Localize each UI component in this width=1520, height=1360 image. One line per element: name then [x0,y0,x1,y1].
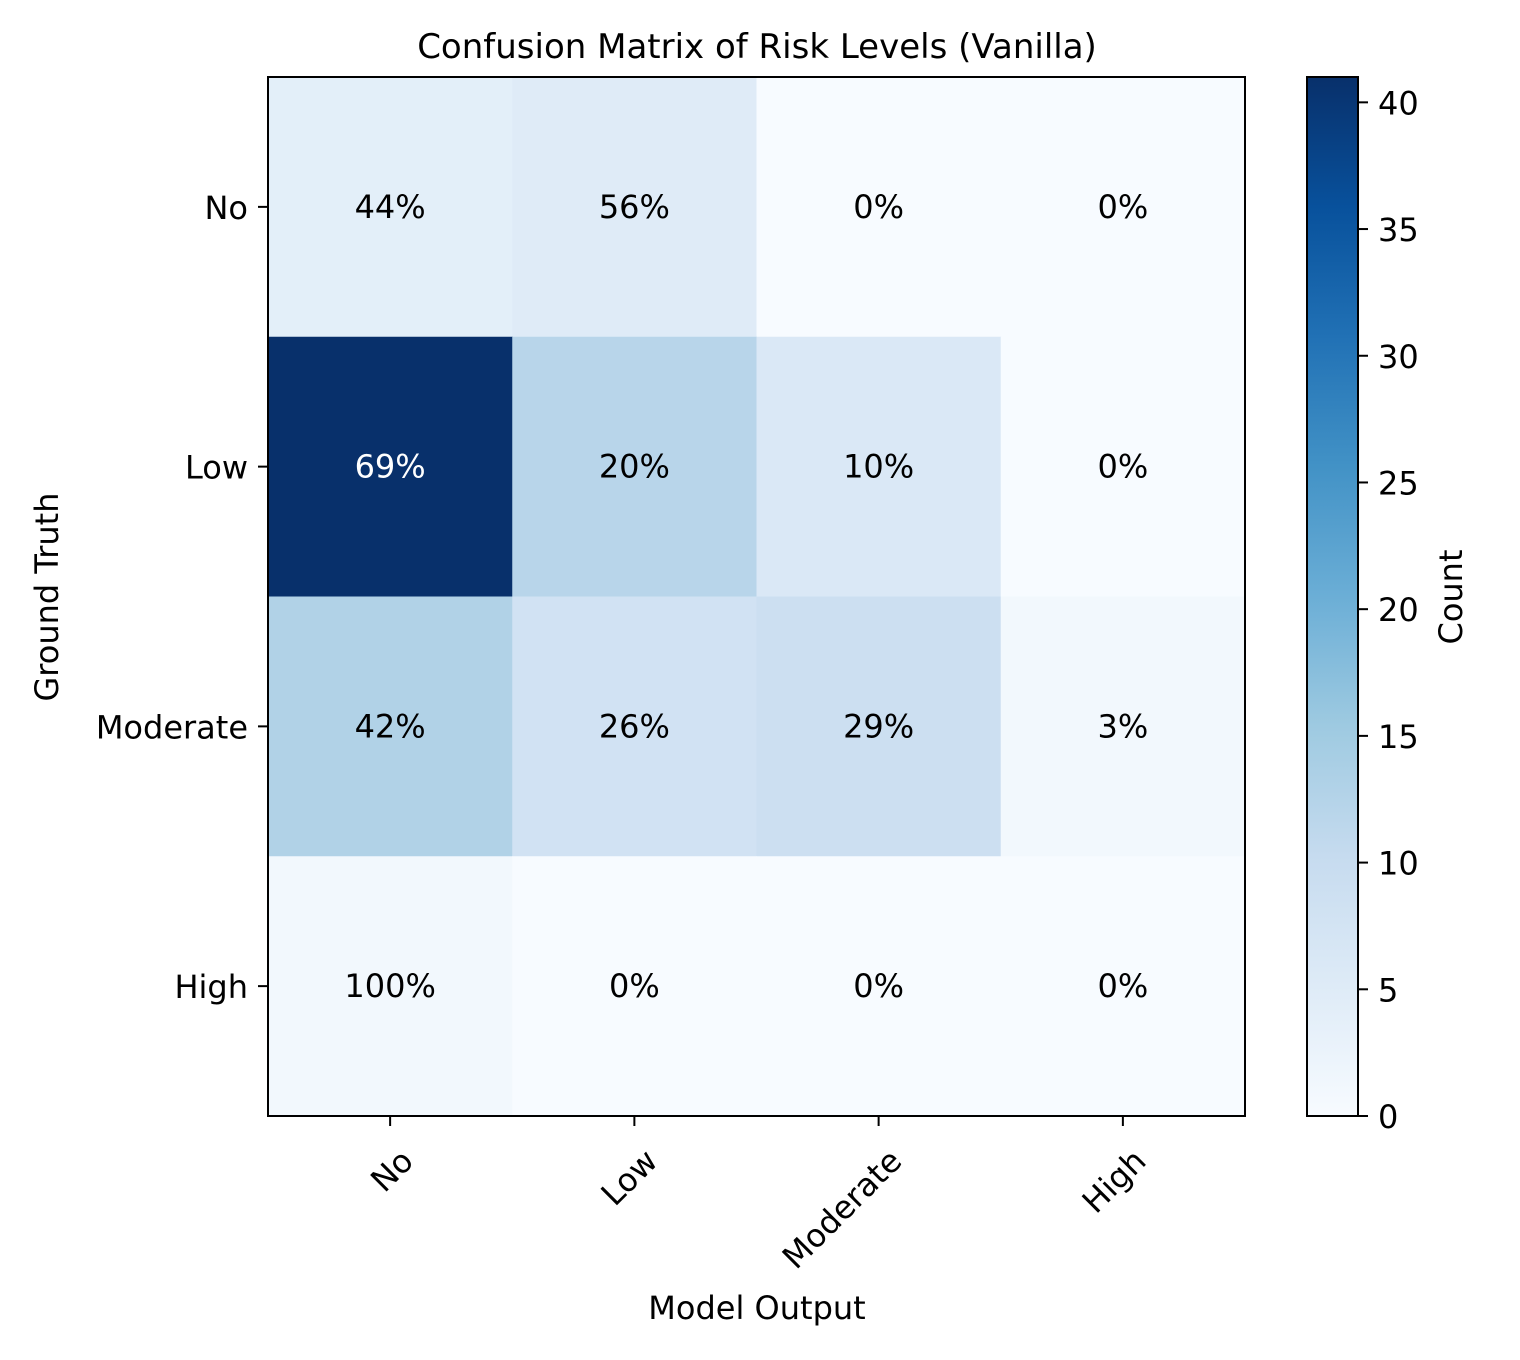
y-axis-ticks: No Low Moderate High [96,189,268,1006]
cell-value-label: 0% [853,967,904,1005]
colorbar-tick-label: 35 [1378,211,1419,249]
x-axis-ticks: No Low Moderate High [363,1116,1154,1276]
y-tick-label: No [204,189,248,227]
x-tick-label: High [1075,1142,1154,1221]
heatmap-cell [268,856,513,1117]
y-tick-label: Low [185,449,248,487]
heatmap-cell [512,856,757,1117]
x-tick-label: Moderate [775,1142,909,1276]
cell-value-label: 10% [843,448,914,486]
x-tick-label: No [363,1142,421,1200]
y-tick-label: High [174,968,248,1006]
heatmap-cell [756,77,1002,338]
colorbar-tick-label: 40 [1378,84,1419,122]
cell-value-label: 0% [609,967,660,1005]
heatmap-cell [268,336,513,597]
heatmap-cell [512,77,757,338]
colorbar-ticks: 0 5 10 15 20 25 30 35 40 [1358,84,1419,1136]
y-tick-label: Moderate [96,708,248,746]
cell-value-label: 56% [599,188,670,226]
x-axis-label: Model Output [648,1289,865,1327]
heatmap-cell-labels: 44% 56% 0% 0% 69% 20% 10% 0% 42% 26% 29% 3% 100% 0% 0%… [344,188,1148,1005]
heatmap-cell [1000,77,1246,338]
cell-value-label: 26% [599,707,670,745]
colorbar-tick-label: 10 [1378,845,1419,883]
cell-value-label: 0% [1097,188,1148,226]
heatmap-cells [268,77,1246,1117]
cell-value-label: 44% [355,188,426,226]
cell-value-label: 100% [344,967,435,1005]
colorbar-tick-label: 25 [1378,464,1419,502]
x-tick-label: Low [594,1142,665,1213]
colorbar [1306,76,1359,1117]
y-axis-label: Ground Truth [28,493,66,702]
heatmap-cell [1000,336,1246,597]
cell-value-label: 0% [1097,448,1148,486]
colorbar-tick-label: 20 [1378,591,1419,629]
chart-title: Confusion Matrix of Risk Levels (Vanilla… [417,27,1097,67]
plot-frame [267,76,1246,1117]
colorbar-label: Count [1432,549,1470,644]
heatmap-cell [268,596,513,857]
cell-value-label: 3% [1097,707,1148,745]
heatmap-cell [1000,856,1246,1117]
heatmap-cell [512,336,757,597]
colorbar-tick-label: 5 [1378,971,1398,1009]
cell-value-label: 42% [355,707,426,745]
colorbar-tick-label: 0 [1378,1098,1398,1136]
heatmap-cell [756,336,1002,597]
heatmap-cell [756,856,1002,1117]
heatmap-cell [268,77,513,338]
cell-value-label: 0% [853,188,904,226]
cell-value-label: 29% [843,707,914,745]
colorbar-tick-label: 30 [1378,338,1419,376]
cell-value-label: 69% [355,448,426,486]
heatmap-cell [1000,596,1246,857]
heatmap-cell [512,596,757,857]
colorbar-tick-label: 15 [1378,718,1419,756]
cell-value-label: 0% [1097,967,1148,1005]
cell-value-label: 20% [599,448,670,486]
heatmap-cell [756,596,1002,857]
